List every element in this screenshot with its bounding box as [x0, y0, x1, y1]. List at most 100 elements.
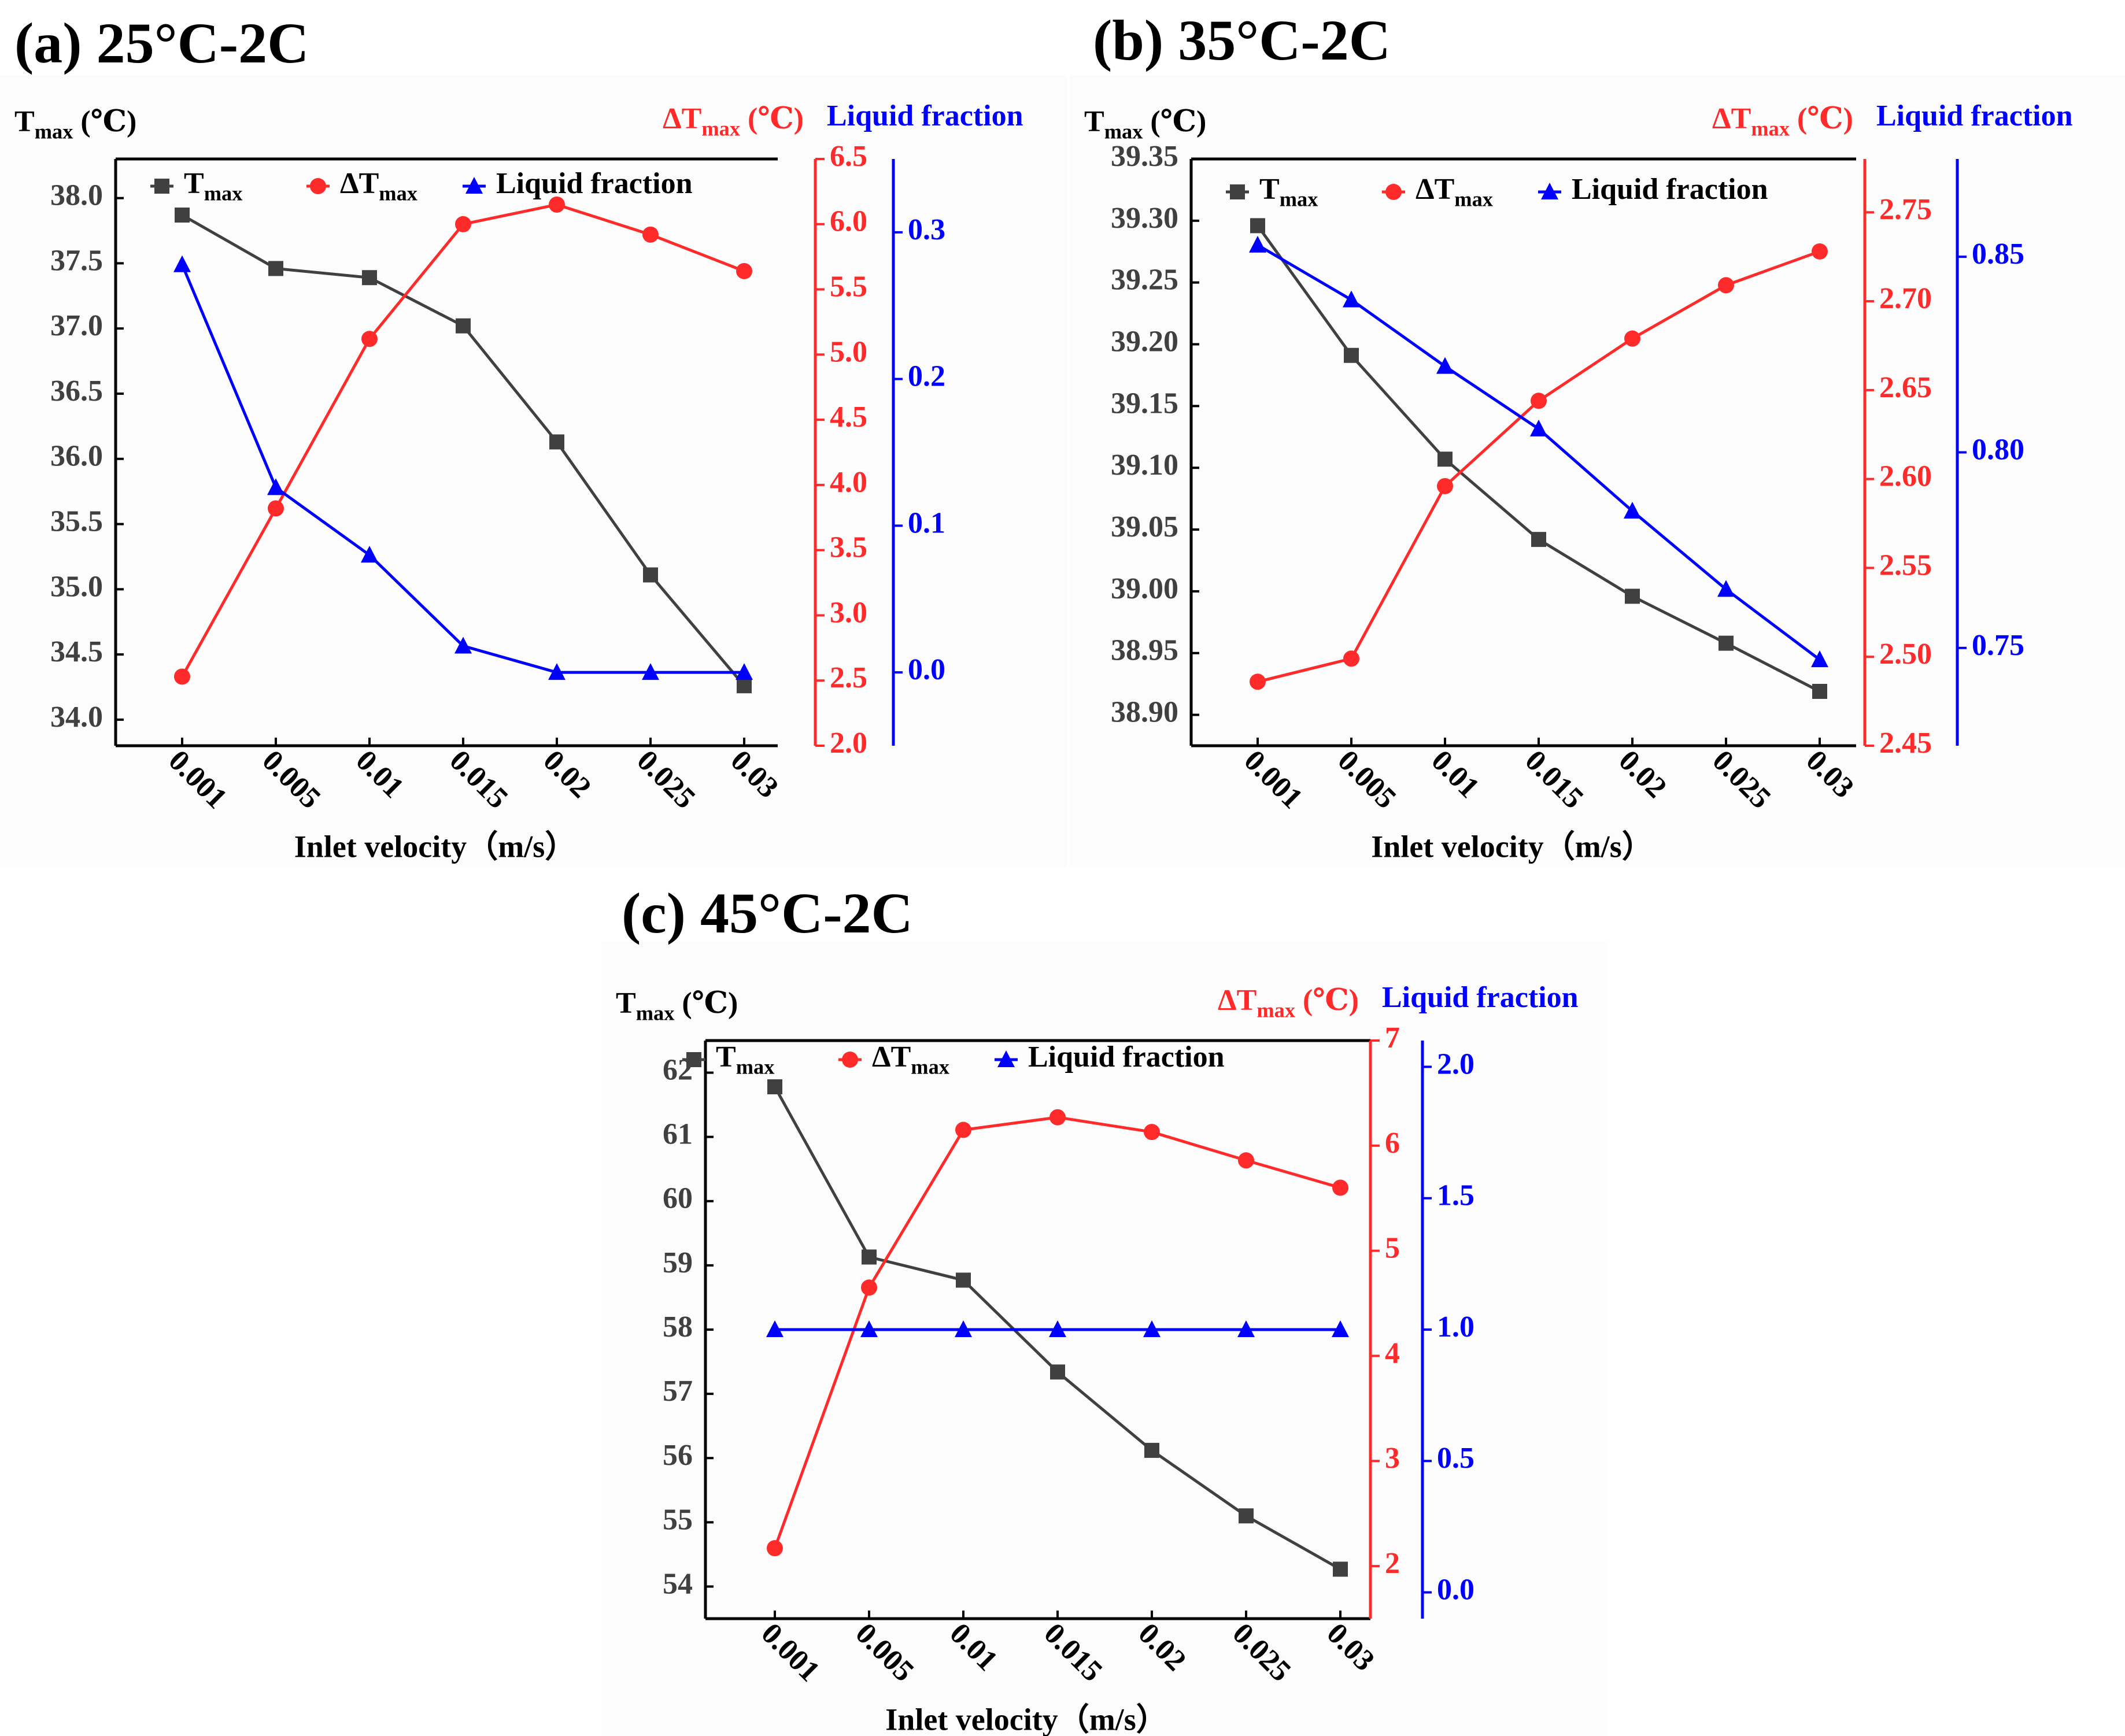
right1-axis-label: ΔTmax (℃) [1712, 102, 1853, 140]
data-point-right2 [548, 663, 566, 680]
data-point-right2 [454, 636, 472, 654]
data-point-right2 [1237, 1320, 1255, 1337]
left-tick-label: 39.20 [1111, 325, 1178, 358]
data-point-right2 [736, 663, 753, 680]
right1-tick-label: 4.0 [830, 466, 867, 499]
left-tick-label: 34.5 [50, 635, 103, 668]
data-point-right2 [1049, 1320, 1066, 1337]
data-point-left [1250, 218, 1265, 234]
legend-marker [842, 1052, 858, 1068]
right1-tick-label: 4 [1385, 1337, 1400, 1369]
left-axis-label: Tmax (℃) [14, 105, 136, 143]
left-tick-label: 58 [663, 1311, 693, 1343]
data-point-right2 [361, 546, 378, 563]
left-tick-label: 36.0 [50, 440, 103, 473]
data-point-left [362, 270, 377, 286]
data-point-right1 [1238, 1152, 1254, 1169]
data-point-left [1625, 588, 1640, 604]
left-tick-label: 39.30 [1111, 202, 1178, 235]
data-point-right1 [1144, 1124, 1160, 1141]
x-axis-label: Inlet velocity（m/s） [294, 829, 576, 864]
legend: Tmax ΔTmax Liquid fraction [150, 167, 693, 205]
right2-axis-label: Liquid fraction [1876, 99, 2073, 132]
data-point-left [956, 1272, 971, 1288]
legend-marker [154, 179, 169, 194]
chart-title: (b) 35°C-2C [1093, 8, 1391, 72]
legend-marker [1230, 184, 1245, 199]
legend: Tmax ΔTmax Liquid fraction [1226, 173, 1768, 211]
data-point-left [1437, 451, 1453, 467]
right2-tick-label: 1.5 [1437, 1179, 1474, 1212]
left-tick-label: 57 [663, 1375, 693, 1408]
data-point-right1 [1332, 1179, 1348, 1196]
data-point-right1 [955, 1121, 971, 1138]
legend-marker [310, 178, 326, 194]
data-point-right1 [1250, 673, 1266, 690]
right1-tick-label: 2.45 [1879, 727, 1932, 760]
data-point-right2 [955, 1320, 972, 1337]
data-point-right2 [173, 255, 191, 272]
data-point-left [1333, 1561, 1348, 1577]
x-axis-label: Inlet velocity（m/s） [885, 1702, 1167, 1736]
panel-background [1070, 75, 2125, 867]
data-point-left [175, 207, 190, 223]
left-tick-label: 39.00 [1111, 572, 1178, 605]
legend-label: Tmax [716, 1041, 774, 1079]
right1-tick-label: 6.5 [830, 140, 867, 173]
data-point-right2 [1332, 1320, 1349, 1337]
right2-axis-label: Liquid fraction [827, 99, 1023, 132]
data-point-right1 [1812, 243, 1828, 260]
left-tick-label: 34.0 [50, 701, 103, 734]
data-point-left [643, 567, 658, 583]
legend-marker [1541, 183, 1558, 199]
legend-label: Liquid fraction [1572, 173, 1768, 206]
legend-marker [686, 1052, 701, 1067]
right1-tick-label: 3.5 [830, 531, 867, 564]
data-point-right1 [767, 1540, 783, 1557]
panel-background [0, 75, 1067, 867]
right1-axis-label: ΔTmax (℃) [663, 102, 804, 140]
data-point-right2 [1143, 1320, 1161, 1337]
left-tick-label: 37.5 [50, 244, 103, 277]
left-tick-label: 39.10 [1111, 449, 1178, 482]
right2-tick-label: 0.0 [908, 653, 945, 686]
data-point-right2 [860, 1320, 878, 1337]
data-point-right1 [549, 196, 565, 213]
data-point-right2 [1343, 290, 1360, 308]
right1-tick-label: 2.65 [1879, 371, 1932, 404]
data-point-left [1050, 1364, 1065, 1380]
left-tick-label: 39.15 [1111, 387, 1178, 420]
data-point-right1 [1343, 650, 1359, 667]
data-point-right1 [1049, 1109, 1066, 1126]
data-point-left [1719, 635, 1734, 651]
chart-title: (a) 25°C-2C [14, 11, 309, 75]
left-tick-label: 39.25 [1111, 264, 1178, 297]
right2-tick-label: 0.75 [1972, 629, 2024, 662]
right1-tick-label: 2.70 [1879, 282, 1932, 315]
left-tick-label: 38.0 [50, 179, 103, 212]
legend-marker [465, 177, 483, 194]
left-tick-label: 38.95 [1111, 634, 1178, 667]
data-point-right2 [1717, 580, 1735, 597]
right1-tick-label: 6 [1385, 1127, 1400, 1160]
data-point-left [456, 318, 471, 334]
legend-label: Liquid fraction [1028, 1041, 1225, 1074]
data-point-right1 [1624, 330, 1640, 347]
chart-panel-a: (a) 25°C-2C 34.0 34.5 35.0 35.5 36.0 36.5 37.0 3… [0, 11, 1067, 867]
right2-tick-label: 0.85 [1972, 238, 2024, 271]
right2-tick-label: 0.0 [1437, 1573, 1474, 1606]
right1-tick-label: 5 [1385, 1232, 1400, 1265]
right2-tick-label: 1.0 [1437, 1311, 1474, 1343]
data-point-right2 [642, 663, 659, 680]
data-point-right1 [1531, 393, 1547, 409]
panel-background [601, 942, 1607, 1736]
data-point-right2 [1249, 235, 1266, 253]
data-point-right2 [1624, 502, 1641, 519]
left-tick-label: 55 [663, 1503, 693, 1536]
right1-tick-label: 2.55 [1879, 549, 1932, 582]
left-tick-label: 39.05 [1111, 510, 1178, 543]
legend-marker [997, 1050, 1015, 1067]
right1-tick-label: 3.0 [830, 596, 867, 629]
data-point-left [549, 434, 564, 450]
